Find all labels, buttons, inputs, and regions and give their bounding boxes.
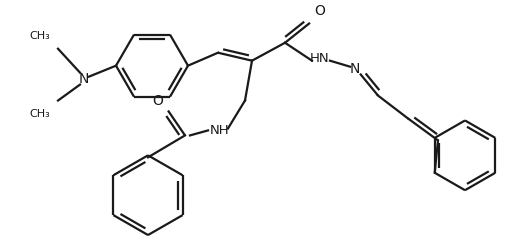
Text: HN: HN [310, 52, 329, 65]
Text: O: O [314, 4, 324, 18]
Text: CH₃: CH₃ [29, 109, 50, 119]
Text: CH₃: CH₃ [29, 31, 50, 41]
Text: N: N [79, 72, 89, 86]
Text: NH: NH [210, 124, 229, 137]
Text: O: O [152, 94, 163, 108]
Text: N: N [349, 62, 360, 76]
